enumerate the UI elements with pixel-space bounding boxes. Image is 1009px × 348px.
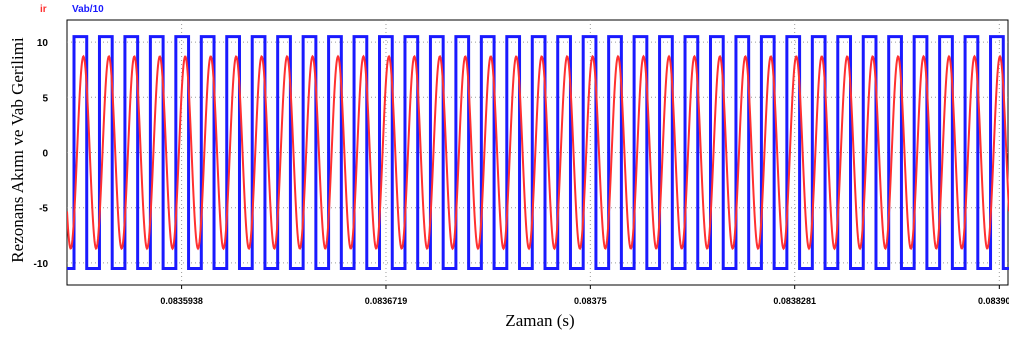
legend-vab: Vab/10 [72, 4, 104, 15]
x-tick-label: 0.0839063 [978, 296, 1009, 306]
y-tick-label: 10 [37, 38, 49, 49]
y-tick-label: 0 [42, 149, 48, 160]
x-tick-label: 0.0838281 [773, 296, 816, 306]
x-tick-label: 0.08375 [574, 296, 607, 306]
x-tick-label: 0.0836719 [365, 296, 408, 306]
legend-ir: ir [40, 4, 47, 15]
y-tick-label: -5 [39, 204, 48, 215]
x-axis-label: Zaman (s) [505, 311, 575, 330]
x-tick-label: 0.0835938 [160, 296, 203, 306]
y-tick-label: -10 [34, 259, 49, 270]
y-tick-label: 5 [42, 93, 48, 104]
series-ir-line [67, 54, 1009, 251]
series-vab-line [67, 35, 1009, 270]
y-axis-label: Rezonans Akımı ve Vab Gerilimi [8, 37, 27, 263]
